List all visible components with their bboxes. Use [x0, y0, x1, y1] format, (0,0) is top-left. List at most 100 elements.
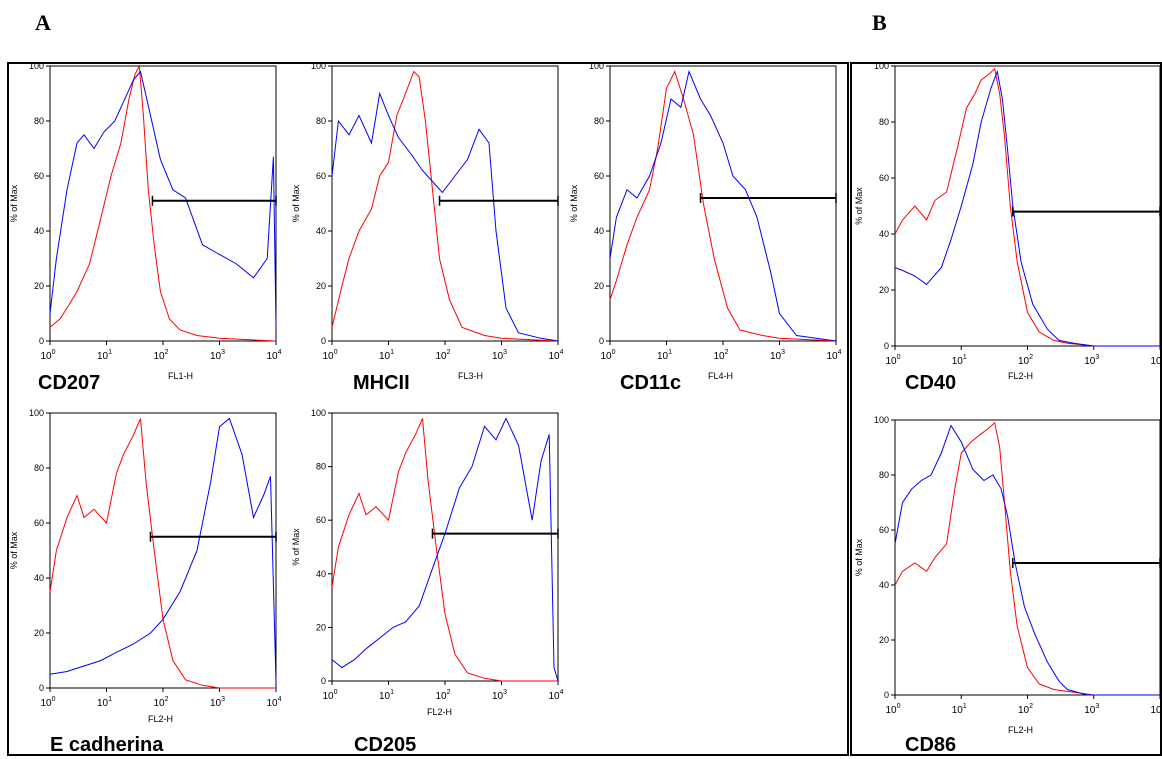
- x-tick-label: 102: [1018, 354, 1033, 367]
- x-tick-label: 104: [548, 349, 563, 362]
- x-tick-label: 101: [952, 703, 967, 716]
- x-tick-label: 100: [885, 354, 900, 367]
- y-axis-label: % of Max: [569, 184, 579, 222]
- y-tick-label: 60: [316, 515, 326, 525]
- x-tick-label: 100: [40, 349, 55, 362]
- marker-label: MHCII: [353, 372, 410, 394]
- series-line-blue: [49, 417, 277, 683]
- plot-frame: [331, 65, 559, 342]
- chart-e-cadherina: 0 20 40 60 80 100 100 101 102 103 104 % of Max FL2-H…: [9, 408, 282, 756]
- x-tick-label: 101: [379, 349, 394, 362]
- y-tick-label: 20: [879, 635, 889, 645]
- x-tick-label: 104: [266, 696, 281, 709]
- x-tick-label: 102: [713, 349, 728, 362]
- series-line-red: [331, 418, 558, 682]
- x-tick-label: 104: [548, 689, 563, 702]
- y-tick-label: 60: [34, 171, 44, 181]
- x-tick-label: 103: [210, 349, 225, 362]
- y-tick-label: 0: [884, 690, 889, 700]
- y-tick-label: 60: [316, 171, 326, 181]
- y-tick-label: 80: [34, 463, 44, 473]
- y-tick-label: 100: [311, 408, 326, 418]
- chart-mhcii: 0 20 40 60 80 100 100 101 102 103 104 % of Max FL3-H…: [291, 61, 564, 394]
- x-tick-label: 104: [1150, 354, 1162, 367]
- x-axis-label: FL2-H: [1008, 725, 1033, 735]
- x-tick-label: 101: [97, 696, 112, 709]
- panel-frame-a: [7, 62, 849, 756]
- y-axis-label: % of Max: [291, 184, 301, 222]
- series-line-red: [609, 70, 837, 342]
- series-line-red: [49, 418, 276, 689]
- series-line-red: [894, 67, 1160, 347]
- y-tick-label: 60: [34, 518, 44, 528]
- y-tick-label: 0: [599, 336, 604, 346]
- y-tick-label: 20: [594, 281, 604, 291]
- y-tick-label: 100: [29, 61, 44, 71]
- x-axis-label: FL2-H: [148, 714, 173, 724]
- series-line-blue: [49, 70, 277, 328]
- y-tick-label: 40: [316, 226, 326, 236]
- y-tick-label: 100: [874, 415, 889, 425]
- x-tick-label: 104: [1150, 703, 1162, 716]
- y-tick-label: 0: [39, 683, 44, 693]
- series-line-blue: [609, 69, 837, 342]
- x-tick-label: 102: [435, 689, 450, 702]
- x-tick-label: 103: [1084, 354, 1099, 367]
- y-tick-label: 60: [879, 525, 889, 535]
- x-tick-label: 100: [600, 349, 615, 362]
- y-tick-label: 80: [879, 470, 889, 480]
- x-tick-label: 101: [952, 354, 967, 367]
- x-tick-label: 103: [1084, 703, 1099, 716]
- y-axis-label: % of Max: [9, 184, 19, 222]
- marker-label: E cadherina: [50, 734, 164, 756]
- series-line-red: [49, 64, 277, 342]
- y-axis-label: % of Max: [854, 187, 864, 225]
- y-tick-label: 60: [594, 171, 604, 181]
- x-tick-label: 101: [97, 349, 112, 362]
- marker-label: CD205: [354, 734, 416, 756]
- plot-frame: [609, 65, 837, 342]
- marker-label: CD40: [905, 372, 956, 394]
- y-tick-label: 20: [34, 281, 44, 291]
- x-tick-label: 100: [40, 696, 55, 709]
- y-tick-label: 0: [321, 676, 326, 686]
- x-tick-label: 103: [492, 689, 507, 702]
- plot-frame: [894, 65, 1161, 347]
- series-line-blue: [331, 91, 559, 342]
- panel-frame-b: [850, 62, 1162, 756]
- chart-cd207: 0 20 40 60 80 100 100 101 102 103 104 % of Max FL1-H…: [9, 61, 282, 394]
- x-axis-label: FL2-H: [1008, 371, 1033, 381]
- y-axis-label: % of Max: [854, 538, 864, 576]
- y-tick-label: 100: [29, 408, 44, 418]
- x-axis-label: FL3-H: [458, 371, 483, 381]
- marker-label: CD207: [38, 372, 100, 394]
- x-tick-label: 104: [266, 349, 281, 362]
- series-line-blue: [894, 424, 1160, 696]
- y-tick-label: 80: [879, 117, 889, 127]
- y-tick-label: 0: [884, 341, 889, 351]
- chart-cd205: 0 20 40 60 80 100 100 101 102 103 104 % of Max FL2-H…: [291, 408, 564, 756]
- y-tick-label: 0: [39, 336, 44, 346]
- y-tick-label: 40: [879, 229, 889, 239]
- x-tick-label: 104: [826, 349, 841, 362]
- y-tick-label: 80: [316, 116, 326, 126]
- y-tick-label: 100: [311, 61, 326, 71]
- y-tick-label: 40: [34, 573, 44, 583]
- x-axis-label: FL4-H: [708, 371, 733, 381]
- series-line-red: [894, 421, 1160, 696]
- y-tick-label: 100: [589, 61, 604, 71]
- y-tick-label: 40: [879, 580, 889, 590]
- y-tick-label: 20: [34, 628, 44, 638]
- x-tick-label: 102: [153, 349, 168, 362]
- plot-frame: [331, 412, 559, 682]
- x-tick-label: 103: [770, 349, 785, 362]
- series-line-red: [331, 70, 559, 342]
- x-tick-label: 102: [1018, 703, 1033, 716]
- y-tick-label: 40: [316, 569, 326, 579]
- panel-label-a: A: [35, 10, 51, 35]
- y-tick-label: 20: [879, 285, 889, 295]
- x-axis-label: FL2-H: [427, 707, 452, 717]
- chart-cd40: 0 20 40 60 80 100 100 101 102 103 104 % of Max FL2-H…: [854, 61, 1162, 394]
- y-tick-label: 20: [316, 281, 326, 291]
